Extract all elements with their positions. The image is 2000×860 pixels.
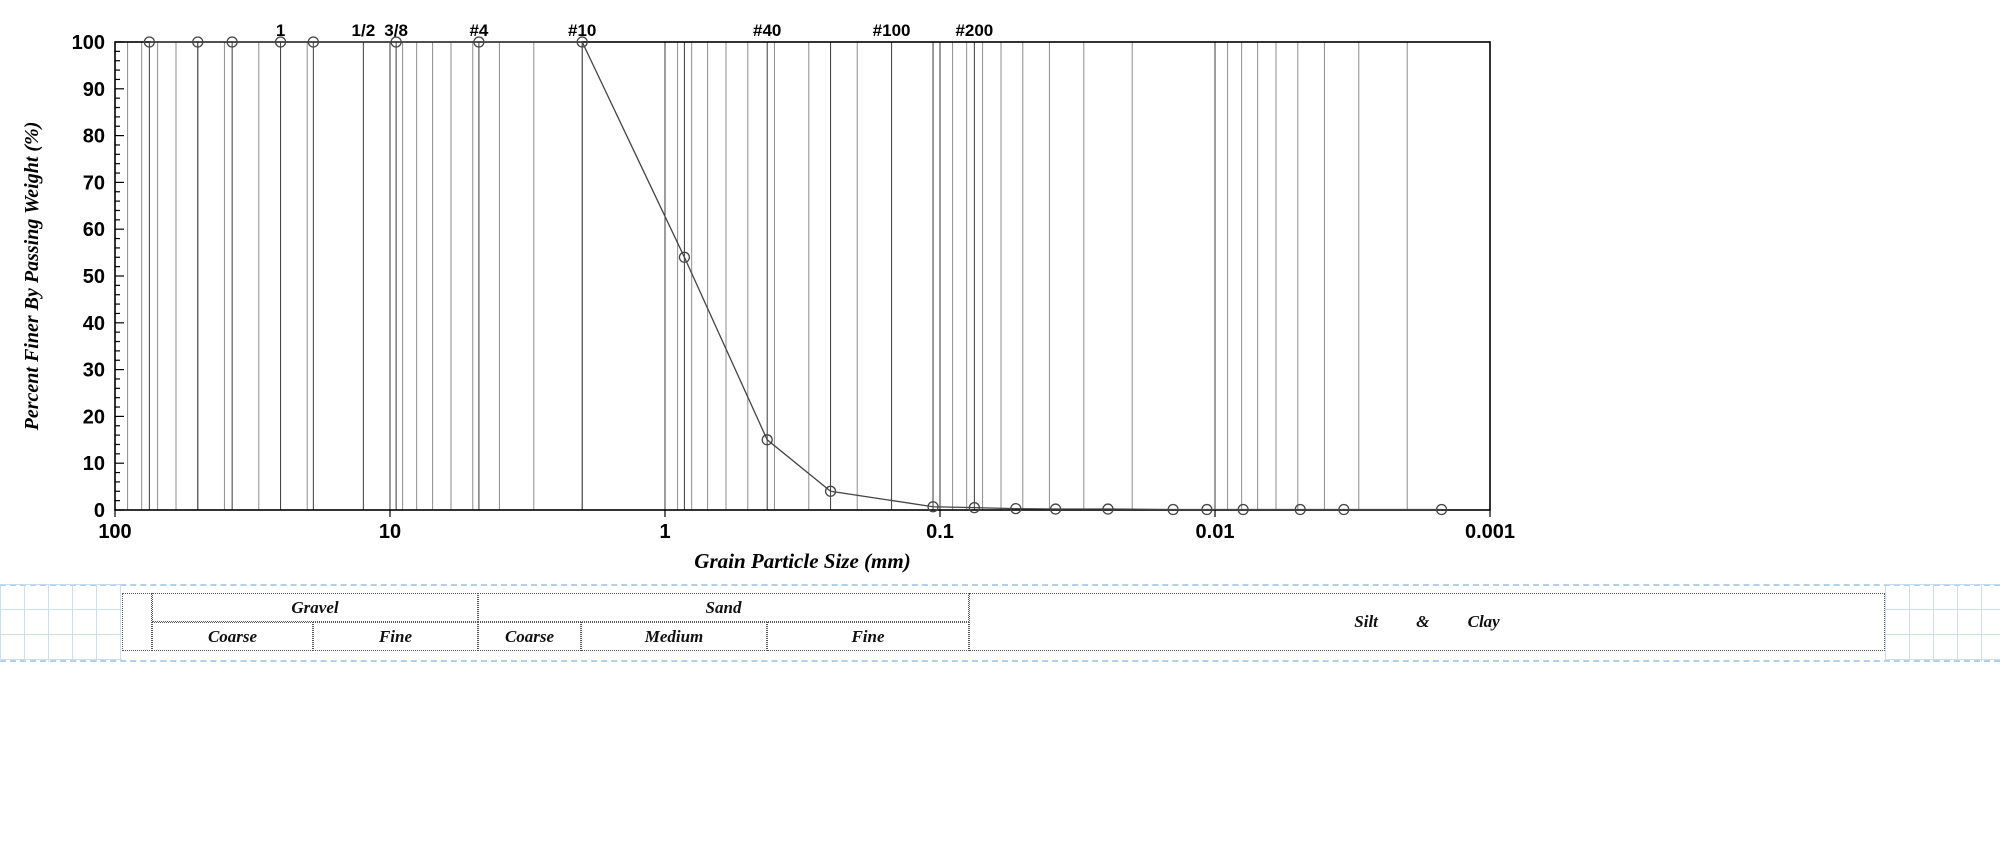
right-margin-grid <box>1885 584 2000 662</box>
data-point <box>1010 502 1022 515</box>
data-point <box>1338 503 1350 516</box>
sand-fine-label: Fine <box>851 626 885 646</box>
data-point <box>143 36 156 48</box>
y-tick-label: 10 <box>83 453 105 475</box>
grain-size-distribution-chart: 0 10 20 30 40 50 60 70 80 90 100 100 10 1 0.1 0.01 0.001… <box>21 21 1515 573</box>
data-point <box>678 251 691 263</box>
gravel-header-cell: Gravel <box>152 593 478 622</box>
axis-ticks <box>114 41 1491 517</box>
data-point <box>761 434 773 446</box>
x-tick-label: 0.001 <box>1465 521 1515 543</box>
guide-line-top <box>0 584 2000 586</box>
data-point <box>576 36 588 48</box>
data-point <box>274 36 287 48</box>
y-tick-label: 80 <box>83 126 105 148</box>
data-point <box>1049 503 1062 515</box>
y-tick-label: 30 <box>83 360 105 382</box>
plot-border <box>114 41 1491 511</box>
data-point <box>307 36 319 48</box>
data-point <box>1102 503 1114 515</box>
gravel-fine-cell: Fine <box>313 622 478 651</box>
data-point <box>473 36 485 48</box>
gravel-fine-label: Fine <box>378 626 413 646</box>
y-tick-label: 50 <box>83 266 105 288</box>
y-tick-label: 90 <box>83 79 105 101</box>
sieve-label: 1 <box>276 21 285 40</box>
y-tick-label: 20 <box>83 406 105 428</box>
y-tick-label: 100 <box>72 32 105 54</box>
data-point <box>226 36 238 48</box>
data-point <box>1435 503 1448 516</box>
data-point <box>1237 503 1249 516</box>
sieve-labels: 1 1/2 3/8 #4 #10 #40 #100 #200 <box>276 21 993 40</box>
data-point <box>927 501 939 513</box>
x-tick-labels: 100 10 1 0.1 0.01 0.001 <box>98 521 1515 543</box>
silt-clay-cell: Silt & Clay <box>969 593 1885 651</box>
sand-label: Sand <box>705 597 742 617</box>
sieve-label: 1/2 <box>352 21 376 40</box>
x-gridlines <box>127 42 1408 510</box>
data-point <box>824 485 837 497</box>
gravel-coarse-cell: Coarse <box>152 622 313 651</box>
x-tick-label: 10 <box>379 521 401 543</box>
sand-medium-cell: Medium <box>581 622 767 651</box>
sieve-label: #4 <box>469 21 488 40</box>
y-tick-label: 60 <box>83 219 105 241</box>
distribution-curve <box>149 41 1442 511</box>
y-tick-label: 40 <box>83 313 105 335</box>
x-tick-label: 1 <box>659 521 670 543</box>
data-points <box>143 36 1448 516</box>
data-point <box>1294 503 1306 516</box>
data-point <box>1201 503 1213 516</box>
sand-coarse-label: Coarse <box>504 626 555 646</box>
data-point <box>1167 503 1179 516</box>
data-point <box>192 36 204 48</box>
y-tick-labels: 0 10 20 30 40 50 60 70 80 90 100 <box>72 32 105 522</box>
sieve-label: #10 <box>568 21 596 40</box>
x-axis-title: Grain Particle Size (mm) <box>694 549 910 573</box>
sand-coarse-cell: Coarse <box>478 622 581 651</box>
guide-line-bottom <box>0 660 2000 662</box>
sand-medium-label: Medium <box>644 626 704 646</box>
gravel-label: Gravel <box>291 597 339 617</box>
sand-fine-cell: Fine <box>767 622 969 651</box>
x-tick-label: 0.01 <box>1196 521 1235 543</box>
classification-stub-cell <box>122 593 152 651</box>
sieve-label: 3/8 <box>384 21 408 40</box>
gravel-coarse-label: Coarse <box>207 626 258 646</box>
y-tick-label: 70 <box>83 172 105 194</box>
sieve-label: #40 <box>753 21 781 40</box>
silt-clay-label: Silt & Clay <box>1354 612 1500 631</box>
y-tick-label: 0 <box>94 500 105 522</box>
data-point <box>968 502 981 514</box>
x-tick-label: 100 <box>98 521 131 543</box>
sieve-label: #100 <box>873 21 911 40</box>
sieve-label: #200 <box>955 21 993 40</box>
data-point <box>390 36 402 48</box>
x-tick-label: 0.1 <box>926 521 954 543</box>
left-margin-grid <box>0 584 122 662</box>
y-axis-title: Percent Finer By Passing Weight (%) <box>21 122 43 432</box>
sand-header-cell: Sand <box>478 593 969 622</box>
